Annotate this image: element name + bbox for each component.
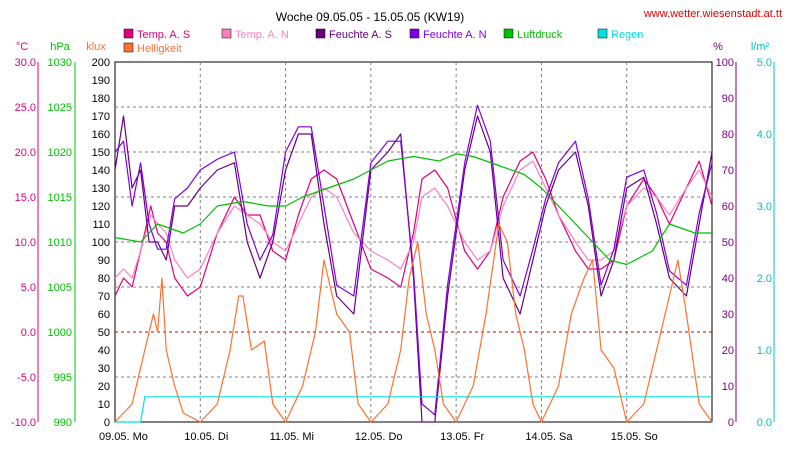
legend-swatch (315, 28, 326, 39)
x-tick-label: 13.05. Fr (440, 431, 484, 443)
light-tick-label: 60 (98, 309, 110, 321)
light-tick-label: 140 (92, 165, 110, 177)
legend-swatch (123, 42, 134, 53)
rain-tick-label: 5.0 (757, 57, 772, 69)
legend-label: Luftdruck (517, 29, 563, 41)
humidity-tick-label: 30 (722, 309, 734, 321)
light-tick-label: 90 (98, 255, 110, 267)
pressure-tick-label: 1000 (48, 327, 72, 339)
light-tick-label: 200 (92, 57, 110, 69)
light-tick-label: 20 (98, 381, 110, 393)
humidity-tick-label: 80 (722, 129, 734, 141)
temp-tick-label: 30.0 (15, 57, 36, 69)
x-tick-label: 09.05. Mo (99, 431, 148, 443)
legend-label: Feuchte A. S (329, 29, 392, 41)
light-tick-label: 170 (92, 111, 110, 123)
pressure-tick-label: 990 (54, 417, 72, 429)
unit-pressure: hPa (50, 41, 70, 53)
unit-humidity: % (713, 41, 723, 53)
axes: 30.025.020.015.010.05.00.0-5.0-10.010301… (11, 57, 775, 443)
light-tick-label: 180 (92, 93, 110, 105)
rain-tick-label: 0.0 (757, 417, 772, 429)
series-line (114, 115, 713, 423)
light-tick-label: 120 (92, 201, 110, 213)
chart-title: Woche 09.05.05 - 15.05.05 (KW19) (276, 10, 465, 24)
humidity-tick-label: 70 (722, 165, 734, 177)
legend: Temp. A. S Temp. A. N Feuchte A. S Feuchte … (123, 28, 643, 55)
humidity-tick-label: 0 (728, 417, 734, 429)
legend-label: Temp. A. S (137, 29, 190, 41)
light-tick-label: 130 (92, 183, 110, 195)
light-tick-label: 190 (92, 75, 110, 87)
x-tick-label: 11.05. Mi (270, 431, 314, 443)
source-url: www.wetter.wiesenstadt.at.tt (643, 8, 782, 20)
humidity-tick-label: 20 (722, 345, 734, 357)
light-tick-label: 100 (92, 237, 110, 249)
light-tick-label: 110 (92, 219, 110, 231)
temp-tick-label: 15.0 (15, 192, 36, 204)
x-tick-label: 12.05. Do (355, 431, 403, 443)
temp-tick-label: 20.0 (15, 147, 36, 159)
light-tick-label: 40 (98, 345, 110, 357)
unit-temp: °C (16, 41, 28, 53)
legend-swatch (503, 28, 514, 39)
light-tick-label: 70 (98, 291, 110, 303)
x-tick-label: 14.05. Sa (525, 431, 573, 443)
series-line (114, 151, 713, 297)
series-line (114, 160, 713, 279)
series-line (115, 396, 712, 423)
pressure-tick-label: 1030 (48, 57, 72, 69)
unit-light: klux (86, 41, 106, 53)
rain-tick-label: 4.0 (757, 129, 772, 141)
humidity-tick-label: 60 (722, 201, 734, 213)
temp-tick-label: -5.0 (17, 372, 36, 384)
light-tick-label: 50 (98, 327, 110, 339)
humidity-tick-label: 10 (722, 381, 734, 393)
series-lines (114, 104, 713, 423)
humidity-tick-label: 40 (722, 273, 734, 285)
x-tick-label: 10.05. Di (184, 431, 228, 443)
legend-swatch (409, 28, 420, 39)
series-line (114, 104, 713, 416)
humidity-tick-label: 90 (722, 93, 734, 105)
temp-tick-label: 10.0 (15, 237, 36, 249)
temp-tick-label: -10.0 (11, 417, 36, 429)
series-line (114, 153, 712, 266)
legend-label: Regen (611, 29, 643, 41)
rain-tick-label: 2.0 (757, 273, 772, 285)
light-tick-label: 10 (98, 399, 110, 411)
pressure-tick-label: 995 (54, 372, 72, 384)
legend-label: Helligkeit (137, 43, 182, 55)
legend-label: Feuchte A. N (423, 29, 487, 41)
x-tick-label: 15.05. So (611, 431, 658, 443)
gridlines (114, 61, 713, 423)
light-tick-label: 0 (104, 417, 110, 429)
legend-swatch (123, 28, 134, 39)
pressure-tick-label: 1005 (48, 282, 72, 294)
unit-rain: l/m² (751, 41, 770, 53)
humidity-tick-label: 100 (716, 57, 734, 69)
pressure-tick-label: 1015 (48, 192, 72, 204)
legend-label: Temp. A. N (235, 29, 289, 41)
pressure-tick-label: 1010 (48, 237, 72, 249)
rain-tick-label: 1.0 (757, 345, 772, 357)
pressure-tick-label: 1025 (48, 102, 72, 114)
temp-tick-label: 5.0 (21, 282, 36, 294)
legend-swatch (597, 28, 608, 39)
temp-tick-label: 0.0 (21, 327, 36, 339)
humidity-tick-label: 50 (722, 237, 734, 249)
rain-tick-label: 3.0 (757, 201, 772, 213)
light-tick-label: 80 (98, 273, 110, 285)
series-line (114, 223, 713, 423)
light-tick-label: 160 (92, 129, 110, 141)
light-tick-label: 30 (98, 363, 110, 375)
temp-tick-label: 25.0 (15, 102, 36, 114)
pressure-tick-label: 1020 (48, 147, 72, 159)
light-tick-label: 150 (92, 147, 110, 159)
legend-swatch (221, 28, 232, 39)
